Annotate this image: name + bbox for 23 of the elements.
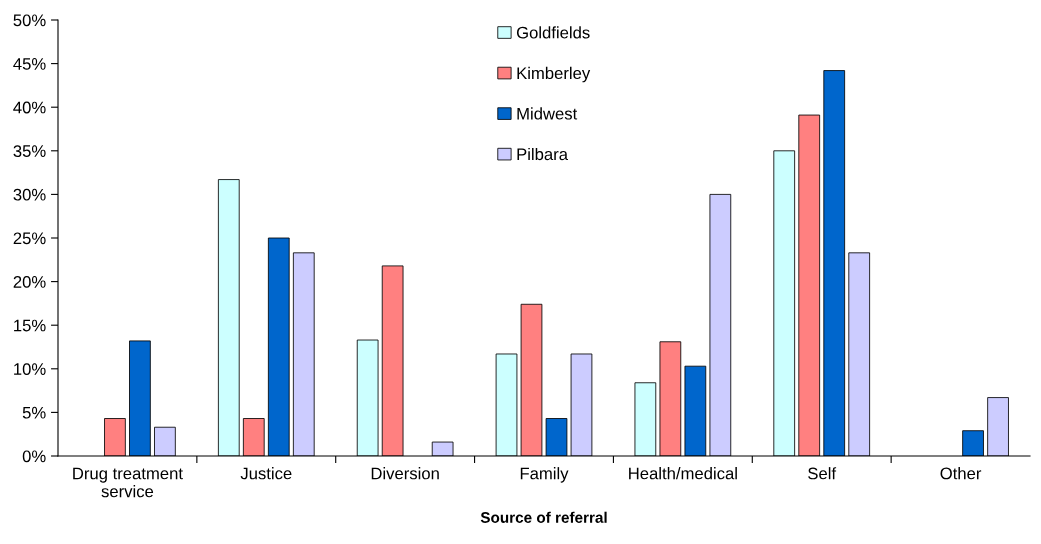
- y-tick-label: 25%: [13, 232, 46, 245]
- x-tick-label: Other: [940, 467, 982, 480]
- x-tick-label: Health/medical: [629, 467, 737, 480]
- y-tick-label: 35%: [13, 145, 46, 157]
- legend-label: Pilbara: [517, 147, 568, 161]
- x-tick-label: Drug treatment service: [73, 467, 183, 498]
- x-tick-label: Justice: [240, 467, 292, 480]
- y-tick-label: 20%: [13, 276, 46, 288]
- x-tick-label: Family: [520, 467, 569, 483]
- legend-label: Goldfields: [516, 26, 590, 39]
- y-tick-label: 40%: [13, 101, 46, 114]
- x-axis-title: Source of referral: [480, 511, 607, 523]
- legend-label: Kimberley: [517, 66, 591, 83]
- legend-label: Midwest: [517, 107, 578, 120]
- y-tick-label: 0%: [22, 450, 46, 463]
- y-tick-label: 45%: [13, 58, 46, 70]
- y-tick-label: 50%: [13, 14, 46, 27]
- x-tick-label: Diversion: [371, 467, 439, 480]
- y-tick-label: 5%: [22, 406, 46, 419]
- y-tick-label: 15%: [14, 319, 46, 332]
- y-tick-label: 10%: [14, 363, 46, 375]
- x-tick-label: Self: [808, 467, 837, 480]
- y-tick-label: 30%: [13, 188, 46, 201]
